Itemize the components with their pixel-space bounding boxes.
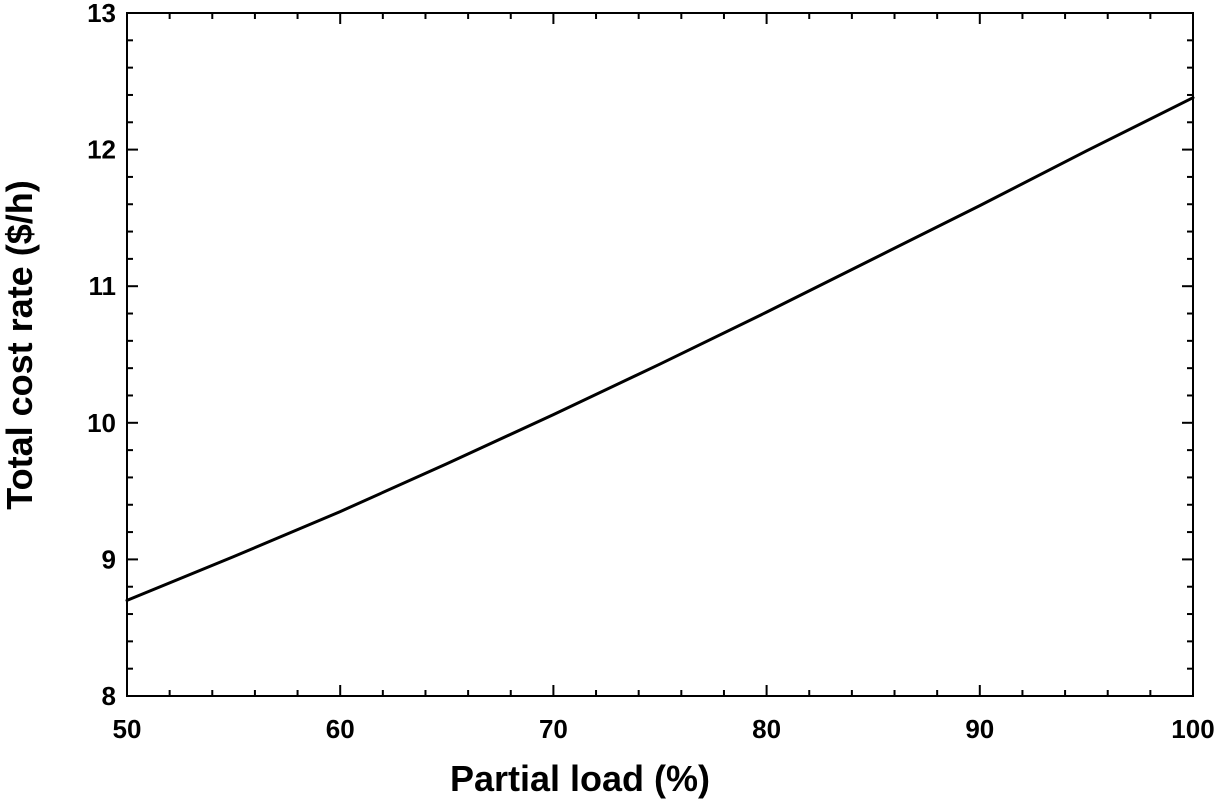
x-axis-title: Partial load (%)	[450, 758, 710, 799]
axis-ticks	[126, 12, 1194, 697]
y-tick-label: 11	[89, 271, 117, 301]
x-tick-label: 100	[1171, 714, 1214, 744]
series-line	[125, 96, 1195, 602]
y-tick-label: 12	[87, 135, 116, 165]
y-tick-label: 8	[102, 681, 116, 711]
x-tick-label: 50	[113, 714, 142, 744]
tick-labels: 50 60 70 80 90 100 8 9 10 11 12 13	[87, 0, 1215, 744]
plot-frame	[126, 12, 1194, 697]
x-tick-label: 60	[326, 714, 355, 744]
x-tick-label: 90	[965, 714, 994, 744]
x-tick-label: 70	[539, 714, 568, 744]
y-tick-label: 13	[87, 0, 116, 28]
y-tick-label: 9	[102, 544, 116, 574]
x-tick-label: 80	[752, 714, 781, 744]
y-axis-title: Total cost rate ($/h)	[0, 180, 40, 509]
y-tick-label: 10	[87, 408, 116, 438]
